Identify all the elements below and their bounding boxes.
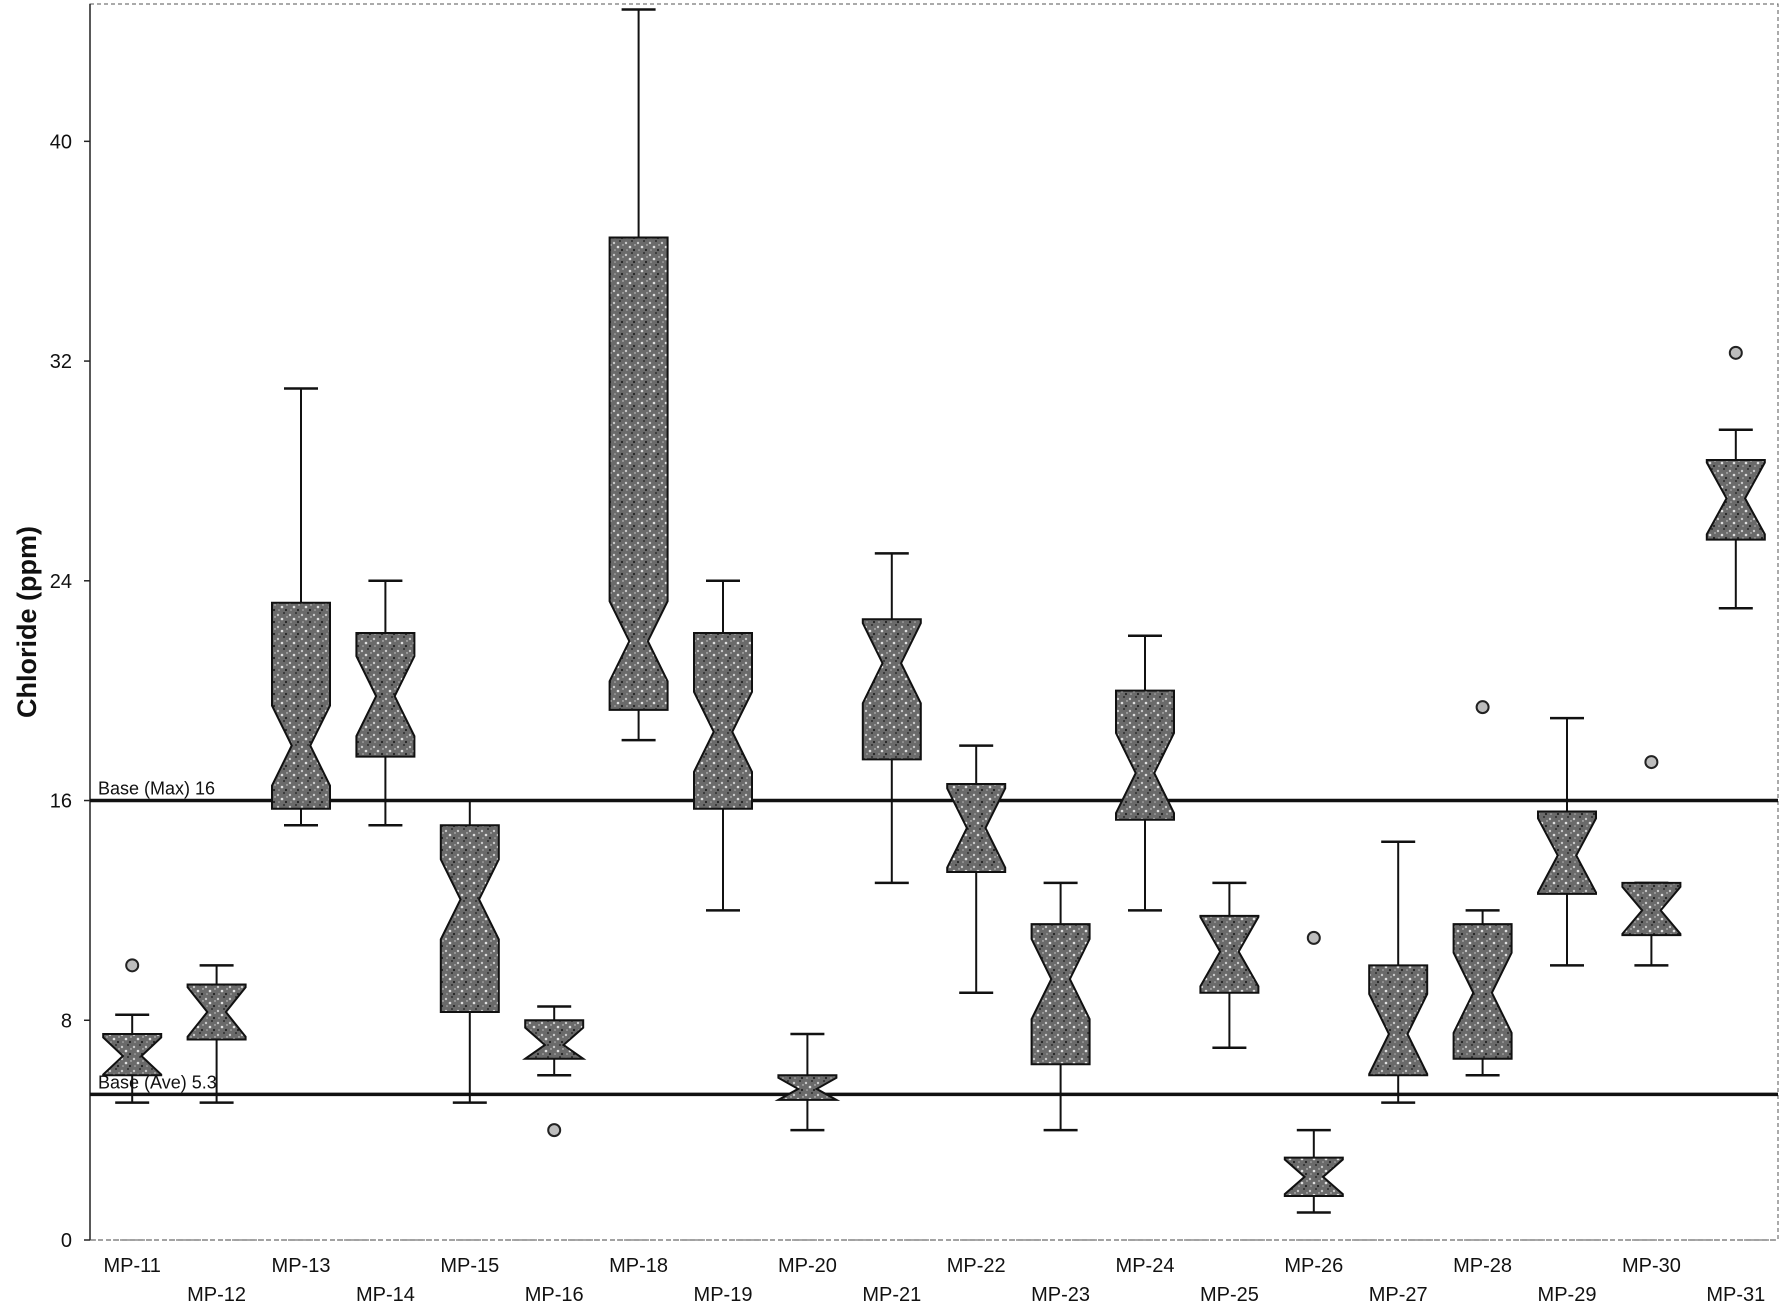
y-tick-label: 8 (61, 1010, 72, 1032)
x-category-label: MP-22 (947, 1255, 1006, 1277)
x-category-label: MP-11 (103, 1255, 160, 1277)
box-body (608, 236, 669, 711)
outlier-point (1644, 755, 1659, 770)
x-category-label: MP-13 (272, 1255, 331, 1277)
box-body (522, 1019, 587, 1060)
x-category-label: MP-25 (1200, 1284, 1259, 1305)
box-body (1537, 810, 1597, 895)
box-body (1621, 881, 1682, 937)
y-tick-label: 24 (50, 571, 72, 593)
box-body (1283, 1156, 1344, 1198)
box-mp-15 (439, 799, 500, 1104)
box-mp-19 (693, 579, 753, 912)
box-mp-23 (1030, 881, 1091, 1132)
outlier-point (1475, 700, 1490, 715)
x-category-label: MP-14 (356, 1284, 415, 1305)
x-category-label: MP-23 (1031, 1284, 1090, 1305)
outlier-point (1306, 930, 1321, 945)
x-axis-labels: MP-11 MP-12 MP-13 MP-14 MP-15 MP-16 MP-18 MP-19… (103, 1255, 1765, 1305)
box-mp-29 (1537, 716, 1597, 967)
y-tick-label: 32 (50, 351, 72, 373)
box-body (693, 631, 753, 810)
x-category-label: MP-27 (1369, 1284, 1428, 1305)
box-mp-21 (861, 552, 922, 885)
box-body (186, 983, 247, 1041)
box-body (1030, 923, 1091, 1066)
box-mp-25 (1199, 881, 1260, 1049)
box-mp-20 (774, 1032, 841, 1132)
outlier-point (547, 1123, 562, 1138)
outlier-point (125, 958, 140, 973)
box-body (1705, 458, 1766, 541)
x-category-label: MP-26 (1284, 1255, 1343, 1277)
box-body (271, 601, 331, 810)
x-category-label: MP-16 (525, 1284, 584, 1305)
x-category-label: MP-30 (1622, 1255, 1681, 1277)
x-category-label: MP-19 (694, 1284, 753, 1305)
x-category-label: MP-15 (440, 1255, 499, 1277)
x-category-label: MP-18 (609, 1255, 668, 1277)
y-tick-label: 40 (50, 131, 72, 153)
box-mp-24 (1115, 634, 1175, 912)
box-body (1115, 689, 1175, 821)
box-mp-11 (102, 958, 163, 1104)
box-mp-27 (1368, 840, 1429, 1104)
box-body (1368, 964, 1429, 1077)
box-mp-31 (1705, 345, 1766, 610)
box-mp-14 (355, 579, 416, 827)
y-axis-ticks: 0 8 16 24 32 40 (50, 131, 90, 1252)
box-body (774, 1074, 841, 1101)
box-mp-26 (1283, 930, 1344, 1214)
outlier-point (1728, 345, 1743, 360)
reference-lines: Base (Max) 16 Base (Ave) 5.3 (90, 779, 1778, 1097)
x-category-label: MP-20 (778, 1255, 837, 1277)
x-category-label: MP-12 (187, 1284, 246, 1305)
x-category-label: MP-28 (1453, 1255, 1512, 1277)
box-mp-16 (522, 1005, 587, 1138)
box-body (102, 1033, 163, 1077)
reference-line-label: Base (Ave) 5.3 (98, 1072, 217, 1092)
box-mp-22 (946, 744, 1007, 995)
x-category-label: MP-21 (862, 1284, 921, 1305)
y-tick-label: 0 (61, 1230, 72, 1252)
x-category-label: MP-24 (1116, 1255, 1175, 1277)
box-mp-12 (186, 964, 247, 1104)
box-mp-13 (271, 387, 331, 827)
box-body (946, 783, 1007, 873)
box-body (861, 618, 922, 761)
reference-line-label: Base (Max) 16 (98, 779, 215, 799)
box-mp-28 (1452, 700, 1513, 1077)
x-category-label: MP-29 (1538, 1284, 1597, 1305)
plot-area-frame (89, 3, 1779, 1241)
box-series (102, 8, 1766, 1214)
y-tick-label: 16 (50, 791, 72, 813)
box-body (355, 631, 416, 758)
box-body (439, 824, 500, 1014)
x-category-label: MP-31 (1706, 1284, 1765, 1305)
box-body (1199, 914, 1260, 994)
y-axis-title: Chloride (ppm) (12, 526, 42, 718)
box-mp-18 (608, 8, 669, 742)
box-mp-30 (1621, 755, 1682, 967)
box-body (1452, 923, 1513, 1060)
